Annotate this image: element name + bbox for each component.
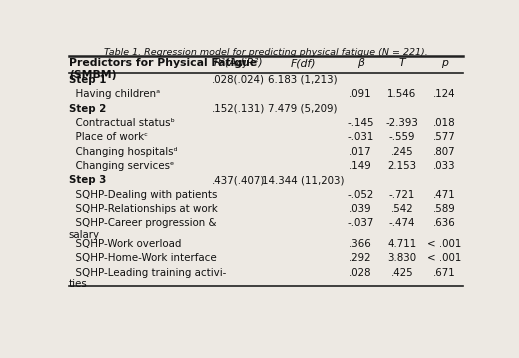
Text: .437(.407): .437(.407)	[212, 175, 266, 185]
Text: 2.153: 2.153	[387, 161, 416, 171]
Text: -.145: -.145	[347, 118, 374, 128]
Text: SQHP-Leading training activi-
ties: SQHP-Leading training activi- ties	[69, 268, 226, 289]
Text: -.037: -.037	[347, 218, 374, 228]
Text: .636: .636	[433, 218, 455, 228]
Text: Changing hospitalsᵈ: Changing hospitalsᵈ	[69, 147, 177, 156]
Text: .028: .028	[349, 268, 372, 277]
Text: .292: .292	[349, 253, 372, 263]
Text: 3.830: 3.830	[387, 253, 416, 263]
Text: .542: .542	[390, 204, 413, 214]
Text: Step 2: Step 2	[69, 103, 106, 113]
Text: SQHP-Home-Work interface: SQHP-Home-Work interface	[69, 253, 216, 263]
Text: Changing servicesᵉ: Changing servicesᵉ	[69, 161, 174, 171]
Text: 14.344 (11,203): 14.344 (11,203)	[262, 175, 345, 185]
Text: .807: .807	[433, 147, 455, 156]
Text: Predictors for Physical Fatigue
(SMBM): Predictors for Physical Fatigue (SMBM)	[69, 58, 257, 80]
Text: 4.711: 4.711	[387, 239, 416, 249]
Text: Place of workᶜ: Place of workᶜ	[69, 132, 148, 142]
Text: .589: .589	[433, 204, 455, 214]
Text: Contractual statusᵇ: Contractual statusᵇ	[69, 118, 175, 128]
Text: .149: .149	[349, 161, 372, 171]
Text: Having childrenᵃ: Having childrenᵃ	[69, 89, 160, 99]
Text: p: p	[441, 58, 447, 68]
Text: SQHP-Relationships at work: SQHP-Relationships at work	[69, 204, 217, 214]
Text: .033: .033	[433, 161, 455, 171]
Text: 1.546: 1.546	[387, 89, 416, 99]
Text: .245: .245	[390, 147, 413, 156]
Text: .028(.024): .028(.024)	[212, 75, 265, 85]
Text: .124: .124	[433, 89, 455, 99]
Text: -.559: -.559	[389, 132, 415, 142]
Text: SQHP-Dealing with patients: SQHP-Dealing with patients	[69, 190, 217, 200]
Text: 6.183 (1,213): 6.183 (1,213)	[268, 75, 338, 85]
Text: β: β	[357, 58, 364, 68]
Text: F(df): F(df)	[291, 58, 316, 68]
Text: -.474: -.474	[389, 218, 415, 228]
Text: -2.393: -2.393	[385, 118, 418, 128]
Text: SQHP-Career progression &
salary: SQHP-Career progression & salary	[69, 218, 216, 240]
Text: Step 1: Step 1	[69, 75, 106, 85]
Text: 7.479 (5,209): 7.479 (5,209)	[268, 103, 338, 113]
Text: SQHP-Work overload: SQHP-Work overload	[69, 239, 181, 249]
Text: .091: .091	[349, 89, 372, 99]
Text: T: T	[399, 58, 405, 68]
Text: .366: .366	[349, 239, 372, 249]
Text: .471: .471	[433, 190, 455, 200]
Text: Table 1. Regression model for predicting physical fatigue (N = 221).: Table 1. Regression model for predicting…	[104, 48, 428, 58]
Text: < .001: < .001	[427, 253, 461, 263]
Text: .039: .039	[349, 204, 372, 214]
Text: .152(.131): .152(.131)	[212, 103, 266, 113]
Text: -.052: -.052	[347, 190, 374, 200]
Text: -.031: -.031	[347, 132, 374, 142]
Text: .018: .018	[433, 118, 455, 128]
Text: .017: .017	[349, 147, 372, 156]
Text: R²(AdjR²): R²(AdjR²)	[214, 58, 264, 68]
Text: Step 3: Step 3	[69, 175, 106, 185]
Text: .425: .425	[390, 268, 413, 277]
Text: .577: .577	[433, 132, 455, 142]
Text: .671: .671	[433, 268, 455, 277]
Text: < .001: < .001	[427, 239, 461, 249]
Text: -.721: -.721	[389, 190, 415, 200]
